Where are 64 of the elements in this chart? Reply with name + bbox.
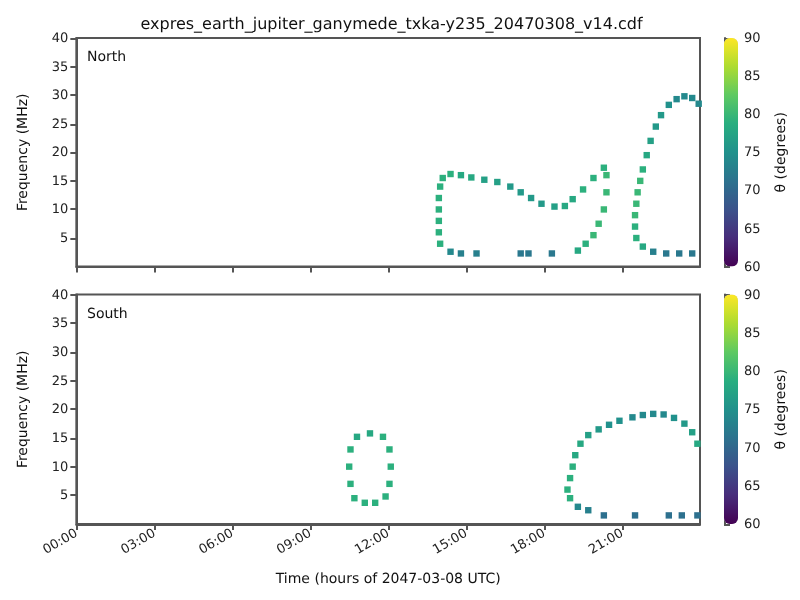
point: [689, 250, 696, 257]
point: [652, 123, 660, 130]
point: [639, 243, 647, 250]
point: [694, 512, 701, 519]
point: [507, 183, 514, 190]
point: [676, 250, 683, 257]
point: [347, 446, 354, 453]
point: [525, 250, 532, 257]
point: [551, 203, 558, 210]
point: [468, 174, 475, 181]
point: [633, 200, 640, 207]
point: [647, 137, 654, 145]
point: [595, 426, 602, 433]
point: [665, 512, 673, 519]
point: [663, 250, 670, 257]
point: [517, 189, 524, 196]
point: [351, 494, 358, 502]
point: [694, 440, 701, 447]
point: [447, 170, 454, 178]
point: [473, 250, 480, 257]
point: [569, 195, 576, 203]
point: [517, 250, 524, 257]
point: [590, 231, 597, 239]
chart-title: expres_earth_jupiter_ganymede_txka-y235_20470308_v14.cdf: [140, 15, 643, 33]
point: [569, 463, 576, 470]
point: [633, 234, 640, 242]
point: [616, 417, 623, 424]
point: [457, 250, 465, 257]
point: [538, 200, 545, 207]
point: [631, 223, 639, 230]
point: [435, 229, 443, 236]
point: [481, 176, 488, 183]
point: [582, 240, 589, 247]
point: [382, 493, 389, 500]
point: [548, 250, 556, 257]
point: [678, 512, 686, 519]
point: [387, 463, 394, 470]
point: [603, 171, 610, 179]
point: [673, 95, 680, 103]
point: [590, 174, 597, 182]
point: [386, 446, 393, 453]
point: [347, 480, 354, 488]
point: [436, 183, 444, 190]
point: [447, 248, 454, 255]
point: [564, 486, 571, 493]
point: [577, 440, 584, 447]
point: [629, 414, 636, 421]
point: [435, 206, 443, 213]
point: [386, 480, 393, 488]
point: [366, 430, 374, 437]
point: [634, 189, 641, 196]
point: [600, 512, 608, 519]
point: [595, 220, 602, 227]
point: [579, 186, 587, 193]
point: [660, 411, 667, 418]
point: [603, 189, 610, 196]
point: [600, 206, 608, 213]
point: [631, 512, 639, 519]
point: [345, 463, 353, 470]
point: [574, 247, 582, 254]
point: [494, 178, 501, 186]
point: [639, 166, 647, 173]
point: [681, 420, 688, 427]
point: [681, 93, 688, 100]
